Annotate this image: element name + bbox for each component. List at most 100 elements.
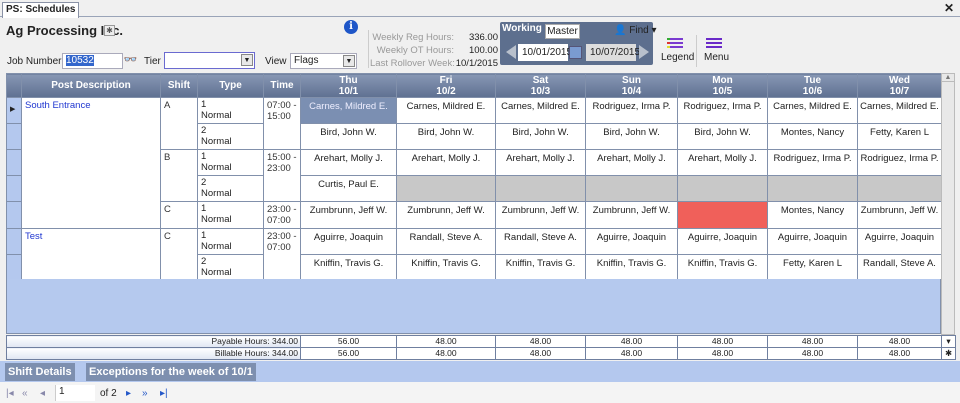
favorite-icon[interactable]: ✱ (104, 25, 115, 36)
schedule-cell[interactable]: Kniffin, Travis G. (396, 254, 496, 281)
schedule-cell[interactable]: Arehart, Molly J. (677, 149, 768, 176)
schedule-cell[interactable]: Bird, John W. (677, 123, 768, 150)
schedule-cell[interactable]: Fetty, Karen L (857, 123, 942, 150)
tab-master[interactable]: Master (545, 24, 580, 39)
schedule-cell[interactable] (396, 175, 496, 202)
schedule-cell[interactable]: Carnes, Mildred E. (767, 97, 858, 124)
find-button[interactable]: 👤 Find ▾ (614, 25, 657, 36)
schedule-cell[interactable]: Randall, Steve A. (857, 254, 942, 281)
column-header[interactable]: Type (197, 73, 264, 98)
prev-week-icon[interactable] (506, 45, 516, 59)
schedule-cell[interactable]: Aguirre, Joaquin (857, 228, 942, 255)
view-select[interactable]: Flags ▼ (290, 53, 357, 69)
schedule-cell[interactable] (677, 201, 768, 229)
schedule-cell[interactable]: Aguirre, Joaquin (677, 228, 768, 255)
schedule-cell[interactable]: Carnes, Mildred E. (300, 97, 397, 124)
new-row-icon[interactable]: ✱ (941, 347, 956, 360)
schedule-cell[interactable]: Arehart, Molly J. (396, 149, 496, 176)
tier-select[interactable]: ▼ (164, 52, 255, 69)
next-week-icon[interactable] (639, 45, 649, 59)
tab-exceptions[interactable]: Exceptions for the week of 10/1 (86, 363, 256, 381)
day-column-header[interactable]: Wed 10/7 (857, 73, 942, 98)
schedule-cell[interactable]: Randall, Steve A. (495, 228, 586, 255)
day-column-header[interactable]: Fri 10/2 (396, 73, 496, 98)
schedule-cell[interactable] (677, 175, 768, 202)
schedule-cell[interactable]: Carnes, Mildred E. (396, 97, 496, 124)
schedule-cell[interactable]: Bird, John W. (585, 123, 678, 150)
schedule-cell[interactable]: Rodriguez, Irma P. (767, 149, 858, 176)
start-date-input[interactable]: 10/01/2015 (518, 44, 572, 61)
next-page-icon[interactable]: ▸ (126, 388, 132, 399)
schedule-cell[interactable]: Aguirre, Joaquin (585, 228, 678, 255)
schedule-cell[interactable] (495, 175, 586, 202)
row-selector[interactable] (6, 123, 22, 150)
schedule-cell[interactable]: Kniffin, Travis G. (495, 254, 586, 281)
schedule-cell[interactable]: Curtis, Paul E. (300, 175, 397, 202)
row-selector[interactable] (6, 175, 22, 202)
schedule-cell[interactable]: Aguirre, Joaquin (300, 228, 397, 255)
post-link[interactable]: South Entrance (21, 97, 161, 229)
tab-shift-details[interactable]: Shift Details (5, 363, 75, 381)
row-selector[interactable] (6, 149, 22, 176)
tab-ps-schedules[interactable]: PS: Schedules (2, 2, 80, 18)
row-selector[interactable] (6, 201, 22, 229)
legend-button[interactable]: Legend (661, 52, 695, 63)
page-input[interactable]: 1 (55, 385, 95, 401)
schedule-cell[interactable]: Arehart, Molly J. (585, 149, 678, 176)
calendar-icon[interactable] (569, 46, 582, 59)
schedule-cell[interactable]: Arehart, Molly J. (300, 149, 397, 176)
first-page-icon[interactable]: |◂ (6, 388, 14, 399)
schedule-cell[interactable]: Bird, John W. (495, 123, 586, 150)
schedule-cell[interactable] (767, 175, 858, 202)
schedule-cell[interactable]: Randall, Steve A. (396, 228, 496, 255)
last-page-icon[interactable]: ▸| (160, 388, 168, 399)
schedule-cell[interactable]: Zumbrunn, Jeff W. (495, 201, 586, 229)
next-group-icon[interactable]: » (142, 388, 148, 399)
schedule-cell[interactable]: Zumbrunn, Jeff W. (857, 201, 942, 229)
schedule-cell[interactable]: Rodriguez, Irma P. (857, 149, 942, 176)
post-link[interactable]: Test (21, 228, 161, 281)
schedule-cell[interactable]: Aguirre, Joaquin (767, 228, 858, 255)
info-icon[interactable]: i (344, 20, 358, 34)
schedule-cell[interactable]: Carnes, Mildred E. (495, 97, 586, 124)
day-column-header[interactable]: Sun 10/4 (585, 73, 678, 98)
row-selector[interactable] (6, 254, 22, 281)
schedule-cell[interactable]: Zumbrunn, Jeff W. (300, 201, 397, 229)
schedule-cell[interactable]: Zumbrunn, Jeff W. (585, 201, 678, 229)
schedule-cell[interactable]: Arehart, Molly J. (495, 149, 586, 176)
day-column-header[interactable]: Thu 10/1 (300, 73, 397, 98)
schedule-cell[interactable]: Rodriguez, Irma P. (677, 97, 768, 124)
scroll-up-icon[interactable]: ▲ (942, 74, 954, 82)
day-column-header[interactable]: Sat 10/3 (495, 73, 586, 98)
end-date-input[interactable]: 10/07/2015 (586, 44, 640, 61)
day-column-header[interactable]: Mon 10/5 (677, 73, 768, 98)
vertical-scrollbar[interactable]: ▲ (941, 73, 955, 335)
schedule-cell[interactable] (585, 175, 678, 202)
binoculars-icon[interactable]: 👓 (123, 54, 138, 66)
schedule-cell[interactable]: Montes, Nancy (767, 201, 858, 229)
schedule-cell[interactable]: Fetty, Karen L (767, 254, 858, 281)
prev-group-icon[interactable]: « (22, 388, 28, 399)
prev-page-icon[interactable]: ◂ (40, 388, 46, 399)
job-number-input[interactable]: 10532 (62, 53, 123, 69)
day-column-header[interactable]: Tue 10/6 (767, 73, 858, 98)
schedule-cell[interactable]: Rodriguez, Irma P. (585, 97, 678, 124)
scroll-down-icon[interactable]: ▾ (941, 335, 956, 348)
row-selector[interactable]: ▶ (6, 97, 22, 124)
schedule-cell[interactable] (857, 175, 942, 202)
close-icon[interactable]: ✕ (943, 1, 954, 15)
schedule-cell[interactable]: Kniffin, Travis G. (677, 254, 768, 281)
schedule-cell[interactable]: Montes, Nancy (767, 123, 858, 150)
schedule-cell[interactable]: Zumbrunn, Jeff W. (396, 201, 496, 229)
schedule-cell[interactable]: Kniffin, Travis G. (585, 254, 678, 281)
row-selector[interactable] (6, 228, 22, 255)
column-header[interactable]: Shift (160, 73, 198, 98)
schedule-cell[interactable]: Bird, John W. (300, 123, 397, 150)
schedule-cell[interactable]: Bird, John W. (396, 123, 496, 150)
column-header[interactable]: Time (263, 73, 301, 98)
menu-button[interactable]: Menu (704, 52, 730, 63)
column-header[interactable]: Post Description (21, 73, 161, 98)
schedule-cell[interactable]: Kniffin, Travis G. (300, 254, 397, 281)
schedule-cell[interactable]: Carnes, Mildred E. (857, 97, 942, 124)
tab-working[interactable]: Working (502, 23, 542, 34)
